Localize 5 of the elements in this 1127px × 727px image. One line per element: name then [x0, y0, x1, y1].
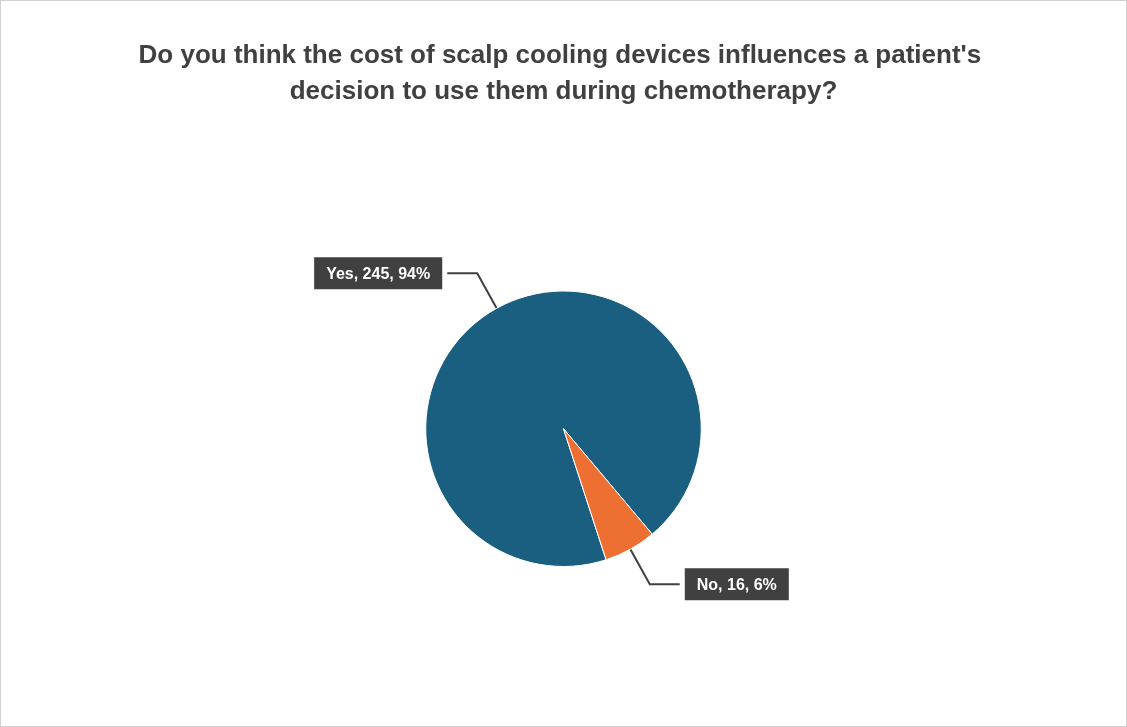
- slice-label: No: [696, 575, 719, 593]
- slice-label: Yes: [326, 264, 354, 282]
- chart-title: Do you think the cost of scalp cooling devices influences a patient's decision to use them during chemotherapy?: [138, 39, 989, 105]
- data-label: , 16, 6%: [718, 575, 777, 593]
- data-label: , 245, 94%: [353, 264, 431, 282]
